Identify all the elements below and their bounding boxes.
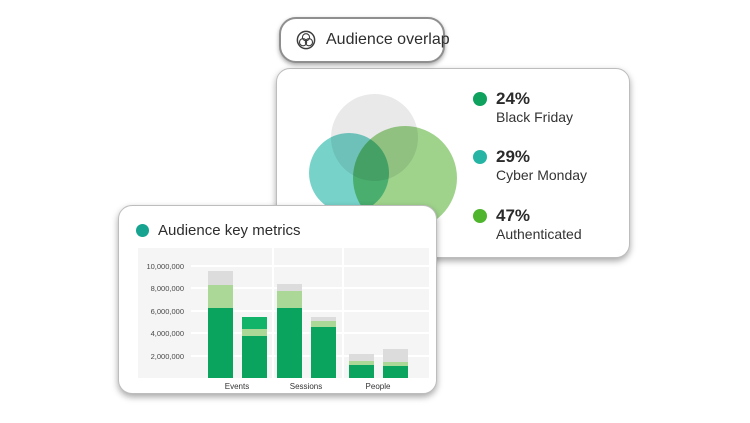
legend-value: 24% bbox=[496, 89, 531, 108]
bar-segment-people-left bbox=[348, 360, 374, 365]
bar-segment-sessions-left bbox=[276, 291, 302, 309]
bar-segment-sessions-right bbox=[311, 327, 336, 378]
x-axis-tick-label: Sessions bbox=[289, 382, 323, 391]
gridline bbox=[191, 264, 429, 267]
bar-segment-people-left bbox=[348, 353, 374, 361]
legend-item-cyber-monday: 29% Cyber Monday bbox=[473, 147, 587, 184]
gridline bbox=[191, 332, 429, 334]
bar-segment-events-left bbox=[207, 271, 233, 285]
badge-label: Audience overlap bbox=[326, 31, 450, 48]
legend-label: Black Friday bbox=[496, 109, 574, 125]
x-axis-tick-label: Events bbox=[224, 382, 250, 391]
gridline bbox=[342, 248, 344, 378]
bar-segment-sessions-right bbox=[311, 321, 336, 328]
card-title-row: Audience key metrics bbox=[136, 222, 301, 239]
audience-overlap-badge[interactable]: Audience overlap bbox=[279, 17, 450, 63]
legend-value: 47% bbox=[496, 206, 531, 225]
bar-segment-events-right bbox=[242, 328, 267, 337]
y-axis-tick-label: 4,000,000 bbox=[150, 329, 184, 338]
gridline bbox=[191, 287, 429, 289]
bar-segment-sessions-left bbox=[276, 283, 302, 292]
y-axis-tick-label: 10,000,000 bbox=[146, 261, 184, 271]
legend-item-authenticated: 47% Authenticated bbox=[473, 206, 582, 243]
legend-dot-black-friday bbox=[473, 92, 487, 106]
bar-segment-people-right bbox=[383, 362, 408, 366]
legend-dot-cyber-monday bbox=[473, 150, 487, 164]
bar-chart-plot: 2,000,000 4,000,000 6,000,000 8,000,000 10,0… bbox=[138, 248, 429, 378]
audience-key-metrics-card: Audience key metrics 2,000,000 4,000,000 6… bbox=[118, 205, 437, 394]
bar-segment-people-right bbox=[383, 365, 408, 378]
y-axis-tick-label: 8,000,000 bbox=[150, 284, 184, 293]
bar-segment-events-left bbox=[207, 308, 233, 378]
legend-label: Authenticated bbox=[496, 226, 582, 242]
card-title: Audience key metrics bbox=[158, 222, 301, 239]
bar-segment-people-left bbox=[348, 364, 374, 378]
gridline bbox=[272, 248, 274, 378]
legend-dot-authenticated bbox=[473, 209, 487, 223]
bar-segment-events-left bbox=[207, 284, 233, 309]
bar-segment-sessions-right bbox=[311, 317, 336, 322]
bar-segment-people-right bbox=[383, 349, 408, 363]
legend-value: 29% bbox=[496, 147, 531, 166]
x-axis-labels: Events Sessions People bbox=[138, 382, 429, 394]
venn-overlap-icon bbox=[296, 30, 316, 50]
legend-item-black-friday: 24% Black Friday bbox=[473, 89, 573, 126]
y-axis-tick-label: 2,000,000 bbox=[150, 351, 184, 361]
gridline bbox=[191, 309, 429, 312]
x-axis-tick-label: People bbox=[365, 382, 391, 391]
y-axis-tick-label: 6,000,000 bbox=[150, 306, 184, 316]
legend-label: Cyber Monday bbox=[496, 167, 588, 183]
metrics-title-dot bbox=[136, 224, 149, 237]
bar-segment-events-right bbox=[242, 317, 267, 329]
bar-segment-sessions-left bbox=[276, 308, 302, 378]
gridline bbox=[191, 354, 429, 357]
bar-segment-events-right bbox=[242, 336, 267, 378]
